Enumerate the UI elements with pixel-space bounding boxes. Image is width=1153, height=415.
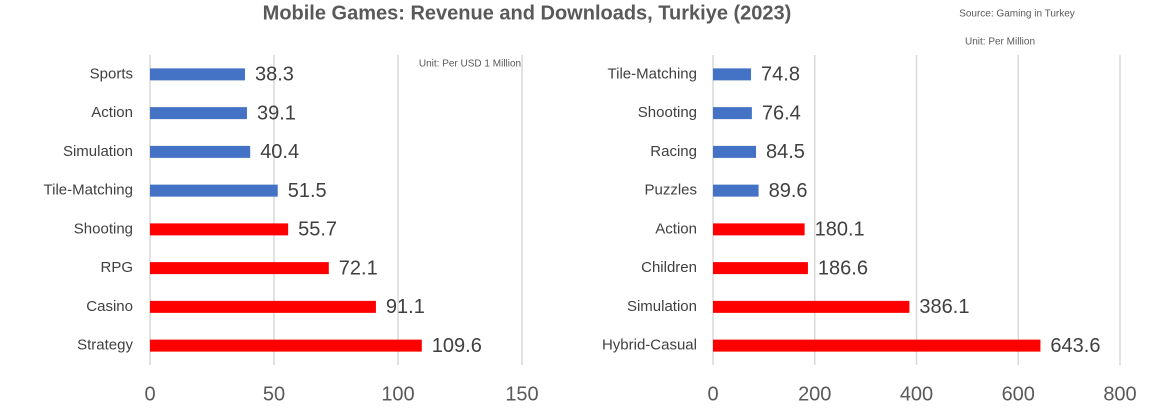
value-label: 74.8 [761,64,800,86]
value-label: 180.1 [815,219,865,241]
value-label: 39.1 [257,102,296,124]
bar [713,262,808,275]
value-label: 51.5 [288,180,327,202]
x-tick-label: 400 [900,383,933,405]
value-label: 91.1 [386,296,425,318]
y-tick-label: Tile-Matching [608,65,697,82]
value-label: 89.6 [769,180,808,202]
y-tick-label: Shooting [638,104,697,121]
value-label: 109.6 [432,335,482,357]
x-tick-label: 800 [1103,383,1136,405]
y-tick-label: Shooting [74,220,133,237]
y-tick-label: Casino [86,298,133,315]
y-tick-label: Sports [90,65,133,82]
bar [713,339,1041,352]
x-tick-label: 600 [1002,383,1035,405]
bar [150,145,251,158]
value-label: 40.4 [260,141,299,163]
bar [713,184,759,197]
source: Source: Gaming in Turkey [959,9,1075,20]
y-tick-label: Racing [650,143,697,160]
y-tick-label: Puzzles [644,182,697,199]
y-tick-label: Action [91,104,133,121]
value-label: 84.5 [766,141,805,163]
x-tick-label: 150 [505,383,538,405]
bar [713,145,756,158]
y-tick-label: Strategy [77,337,133,354]
bar [150,339,422,352]
y-tick-label: Tile-Matching [44,182,133,199]
y-tick-label: Simulation [63,143,133,160]
annotation: Unit: Per USD 1 Million [419,59,521,70]
y-tick-label: Action [655,220,697,237]
value-label: 55.7 [298,219,337,241]
bar [713,223,805,236]
bar [713,300,910,313]
annotation: Unit: Per Million [965,37,1035,48]
x-tick-label: 0 [707,383,718,405]
x-tick-label: 200 [798,383,831,405]
bar [150,223,289,236]
value-label: 72.1 [339,257,378,279]
bar [150,300,376,313]
y-tick-label: Hybrid-Casual [602,337,697,354]
bar [150,184,278,197]
chart-title: Mobile Games: Revenue and Downloads, Tur… [263,2,792,24]
value-label: 386.1 [919,296,969,318]
y-tick-label: Simulation [627,298,697,315]
value-label: 76.4 [762,102,801,124]
x-tick-label: 100 [381,383,414,405]
bar [150,262,329,275]
y-tick-label: RPG [100,259,133,276]
value-label: 186.6 [818,257,868,279]
bar [150,68,245,81]
bar [713,107,752,120]
x-tick-label: 50 [263,383,285,405]
value-label: 643.6 [1050,335,1100,357]
y-tick-label: Children [641,259,697,276]
x-tick-label: 0 [144,383,155,405]
bar [150,107,247,120]
bar [713,68,752,81]
value-label: 38.3 [255,64,294,86]
